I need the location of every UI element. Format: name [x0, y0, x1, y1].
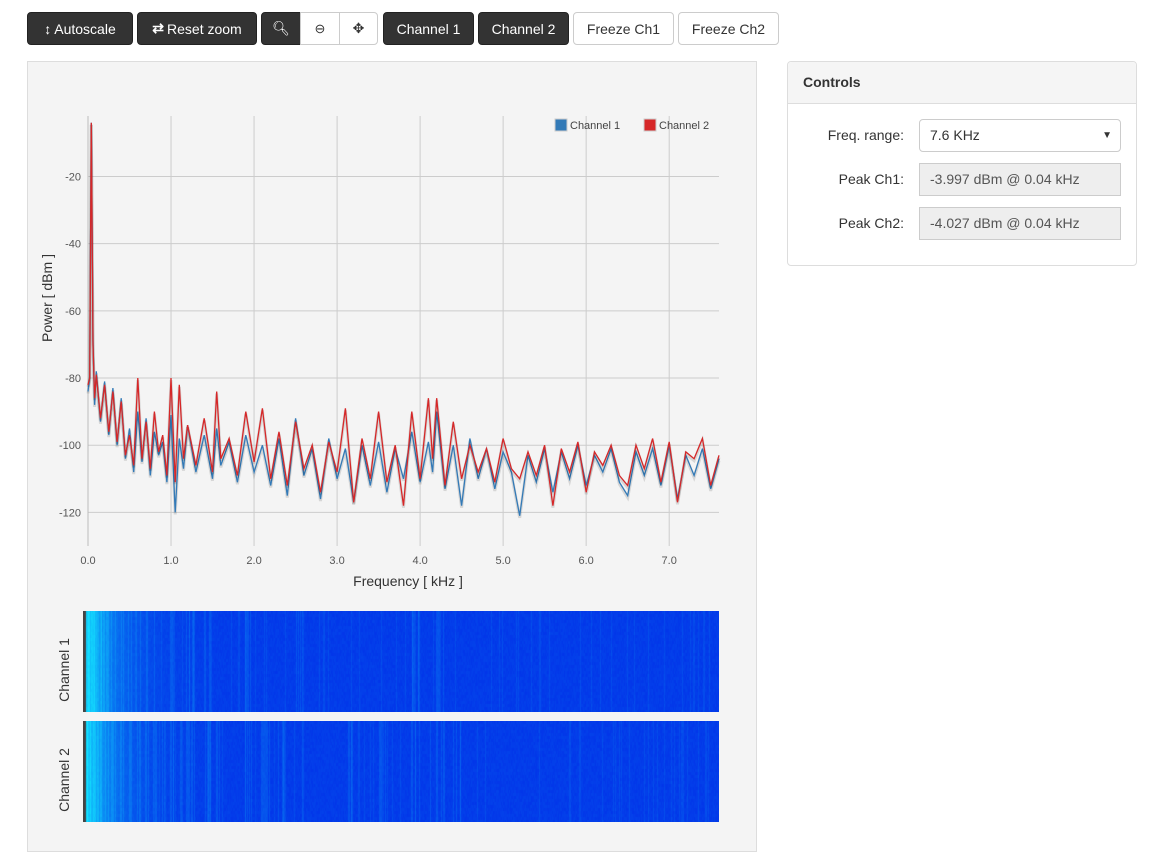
x-axis-label: Frequency [ kHz ]: [353, 573, 463, 589]
x-tick-label: 6.0: [579, 555, 594, 567]
autoscale-button[interactable]: ↕ Autoscale: [27, 12, 133, 45]
peak-ch1-field: -3.997 dBm @ 0.04 kHz: [919, 163, 1121, 196]
x-tick-label: 4.0: [412, 555, 427, 567]
freq-range-select[interactable]: 7.6 KHz ▼: [919, 119, 1121, 152]
y-tick-label: -100: [59, 440, 81, 452]
zoom-out-icon: ⊖: [314, 20, 326, 36]
y-axis-label: Power [ dBm ]: [39, 254, 55, 342]
zoom-in-button[interactable]: 🔍︎: [261, 12, 301, 45]
controls-panel: Controls Freq. range: 7.6 KHz ▼ Peak Ch1:…: [787, 61, 1137, 266]
caret-down-icon: ▼: [1102, 130, 1112, 141]
x-tick-label: 0.0: [80, 555, 95, 567]
spectrogram-channel1: [83, 611, 719, 712]
controls-title: Controls: [788, 62, 1136, 104]
legend-swatch-channel1: [554, 118, 568, 132]
freeze-ch1-button[interactable]: Freeze Ch1: [573, 12, 674, 45]
peak-ch1-label: Peak Ch1:: [838, 171, 904, 187]
spectrum-panel: 0.0 1.0 2.0 3.0 4.0 5.0 6.0 7.0 -20 -40 -60 -80 -100…: [27, 61, 757, 852]
retweet-icon: ⇄: [152, 20, 165, 36]
channel2-button[interactable]: Channel 2: [478, 12, 569, 45]
y-tick-label: -120: [59, 507, 81, 519]
spectrogram-ch2-label: Channel 2: [56, 748, 72, 812]
x-tick-label: 1.0: [163, 555, 178, 567]
legend: Channel 1 Channel 2: [554, 118, 709, 132]
x-tick-label: 2.0: [246, 555, 261, 567]
peak-ch2-label: Peak Ch2:: [838, 215, 904, 231]
legend-label-channel1: Channel 1: [570, 120, 620, 132]
x-tick-label: 5.0: [495, 555, 510, 567]
move-icon: ✥: [352, 20, 365, 36]
y-tick-label: -80: [65, 373, 81, 385]
freeze-ch2-button[interactable]: Freeze Ch2: [678, 12, 779, 45]
y-tick-label: -40: [65, 239, 81, 251]
legend-swatch-channel2: [643, 118, 657, 132]
vertical-resize-icon: ↕: [44, 20, 52, 37]
spectrum-chart[interactable]: 0.0 1.0 2.0 3.0 4.0 5.0 6.0 7.0 -20 -40 -60 -80 -100…: [28, 62, 758, 602]
spectrogram-ch1-label: Channel 1: [56, 638, 72, 702]
y-tick-label: -60: [65, 306, 81, 318]
x-tick-label: 3.0: [329, 555, 344, 567]
zoom-out-button[interactable]: ⊖: [300, 12, 340, 45]
reset-zoom-button[interactable]: ⇄ Reset zoom: [137, 12, 257, 45]
freq-range-label: Freq. range:: [827, 127, 904, 143]
pan-button[interactable]: ✥: [339, 12, 378, 45]
peak-ch2-field: -4.027 dBm @ 0.04 kHz: [919, 207, 1121, 240]
series-line-channel2: [87, 122, 720, 506]
spectrogram-channel2: [83, 721, 719, 822]
zoom-in-icon: 🔍︎: [272, 20, 290, 36]
x-tick-label: 7.0: [662, 555, 677, 567]
legend-label-channel2: Channel 2: [659, 120, 709, 132]
channel1-button[interactable]: Channel 1: [383, 12, 474, 45]
y-tick-label: -20: [65, 171, 81, 183]
